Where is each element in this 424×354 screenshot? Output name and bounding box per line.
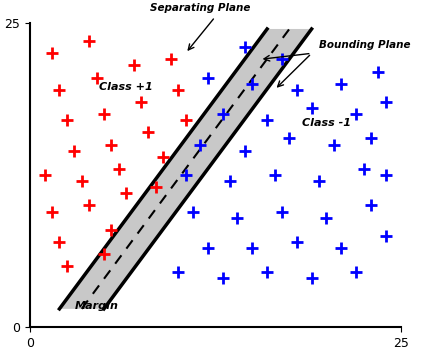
Polygon shape bbox=[59, 29, 312, 309]
Text: Separating Plane: Separating Plane bbox=[150, 3, 251, 13]
Text: Bounding Plane: Bounding Plane bbox=[319, 40, 410, 50]
Text: Class -1: Class -1 bbox=[302, 118, 351, 128]
Text: Margin: Margin bbox=[75, 301, 118, 311]
Text: Class +1: Class +1 bbox=[99, 82, 153, 92]
